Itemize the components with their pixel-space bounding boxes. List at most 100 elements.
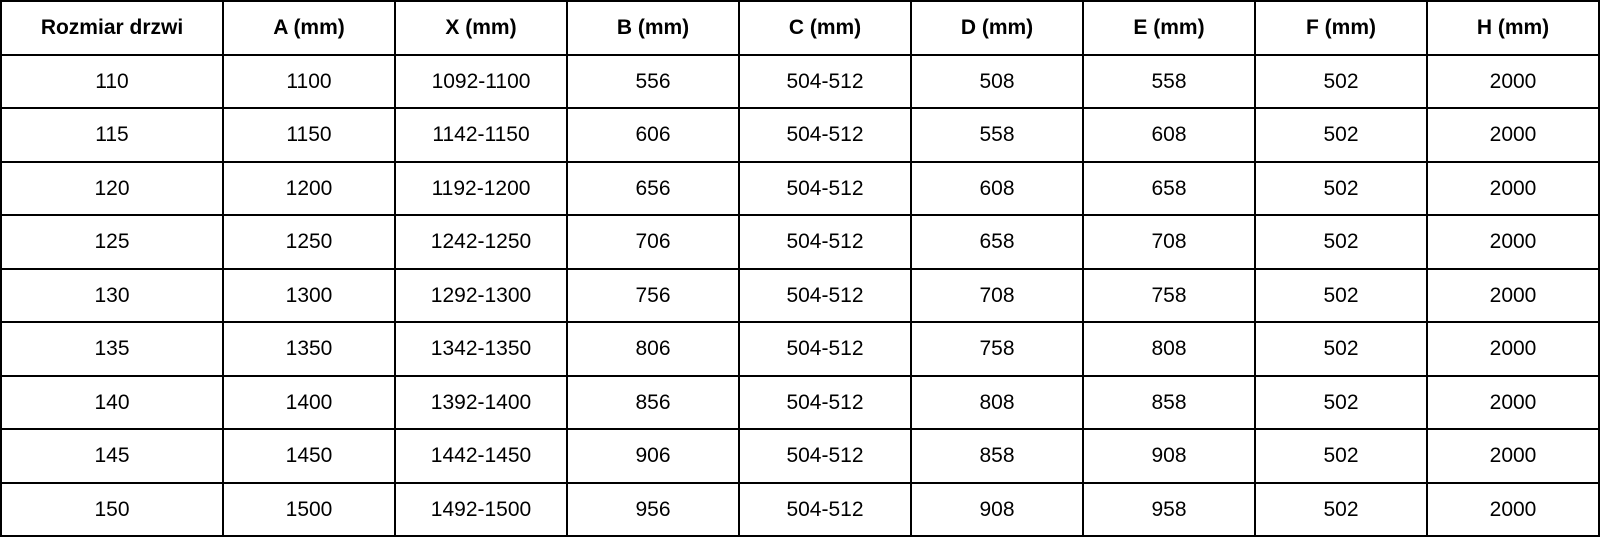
table-cell: 504-512 bbox=[738, 321, 912, 377]
table-cell: 658 bbox=[1082, 160, 1256, 216]
table-cell: 1242-1250 bbox=[394, 214, 568, 270]
table-cell: 504-512 bbox=[738, 214, 912, 270]
table-row: 115 1150 1142-1150 606 504-512 558 608 502 2000 bbox=[0, 107, 1600, 163]
table-cell: 858 bbox=[910, 428, 1084, 484]
table-cell: 608 bbox=[1082, 107, 1256, 163]
table-row: 120 1200 1192-1200 656 504-512 608 658 502 2000 bbox=[0, 160, 1600, 216]
table-cell: 2000 bbox=[1426, 481, 1600, 537]
table-cell: 125 bbox=[0, 214, 224, 270]
table-cell: 1292-1300 bbox=[394, 267, 568, 323]
table-cell: 502 bbox=[1254, 267, 1428, 323]
table-cell: 504-512 bbox=[738, 53, 912, 109]
table-cell: 2000 bbox=[1426, 321, 1600, 377]
column-header: A (mm) bbox=[222, 0, 396, 56]
column-header: C (mm) bbox=[738, 0, 912, 56]
table-cell: 806 bbox=[566, 321, 740, 377]
table-cell: 1200 bbox=[222, 160, 396, 216]
table-cell: 658 bbox=[910, 214, 1084, 270]
table-cell: 2000 bbox=[1426, 160, 1600, 216]
table-cell: 1500 bbox=[222, 481, 396, 537]
table-cell: 508 bbox=[910, 53, 1084, 109]
table-cell: 1400 bbox=[222, 374, 396, 430]
table-cell: 1450 bbox=[222, 428, 396, 484]
table-cell: 502 bbox=[1254, 374, 1428, 430]
table-row: 150 1500 1492-1500 956 504-512 908 958 502 2000 bbox=[0, 481, 1600, 537]
table-row: 110 1100 1092-1100 556 504-512 508 558 502 2000 bbox=[0, 53, 1600, 109]
column-header: X (mm) bbox=[394, 0, 568, 56]
table-cell: 502 bbox=[1254, 214, 1428, 270]
table-cell: 556 bbox=[566, 53, 740, 109]
table-cell: 708 bbox=[1082, 214, 1256, 270]
table-cell: 2000 bbox=[1426, 374, 1600, 430]
table-cell: 858 bbox=[1082, 374, 1256, 430]
table-cell: 758 bbox=[910, 321, 1084, 377]
table-cell: 608 bbox=[910, 160, 1084, 216]
table-cell: 1100 bbox=[222, 53, 396, 109]
column-header: E (mm) bbox=[1082, 0, 1256, 56]
table-cell: 115 bbox=[0, 107, 224, 163]
table-cell: 1492-1500 bbox=[394, 481, 568, 537]
column-header: B (mm) bbox=[566, 0, 740, 56]
table-cell: 2000 bbox=[1426, 267, 1600, 323]
table-cell: 502 bbox=[1254, 160, 1428, 216]
table-cell: 502 bbox=[1254, 428, 1428, 484]
table-cell: 656 bbox=[566, 160, 740, 216]
table-cell: 956 bbox=[566, 481, 740, 537]
table-cell: 808 bbox=[910, 374, 1084, 430]
table-cell: 558 bbox=[910, 107, 1084, 163]
table-cell: 150 bbox=[0, 481, 224, 537]
table-cell: 504-512 bbox=[738, 107, 912, 163]
table-cell: 135 bbox=[0, 321, 224, 377]
table-cell: 120 bbox=[0, 160, 224, 216]
table-cell: 1142-1150 bbox=[394, 107, 568, 163]
table-cell: 758 bbox=[1082, 267, 1256, 323]
table-cell: 906 bbox=[566, 428, 740, 484]
header-row: Rozmiar drzwi A (mm) X (mm) B (mm) C (mm) D (… bbox=[0, 0, 1600, 56]
table-cell: 504-512 bbox=[738, 374, 912, 430]
table-cell: 756 bbox=[566, 267, 740, 323]
table-row: 130 1300 1292-1300 756 504-512 708 758 502 2000 bbox=[0, 267, 1600, 323]
table-cell: 1092-1100 bbox=[394, 53, 568, 109]
table-body: 110 1100 1092-1100 556 504-512 508 558 502 2000 1… bbox=[0, 53, 1600, 537]
table-cell: 908 bbox=[910, 481, 1084, 537]
table-row: 125 1250 1242-1250 706 504-512 658 708 502 2000 bbox=[0, 214, 1600, 270]
table-cell: 145 bbox=[0, 428, 224, 484]
table-cell: 2000 bbox=[1426, 428, 1600, 484]
table-cell: 130 bbox=[0, 267, 224, 323]
table-cell: 706 bbox=[566, 214, 740, 270]
table-cell: 504-512 bbox=[738, 481, 912, 537]
table-cell: 2000 bbox=[1426, 107, 1600, 163]
table-cell: 908 bbox=[1082, 428, 1256, 484]
table-cell: 808 bbox=[1082, 321, 1256, 377]
table-cell: 1192-1200 bbox=[394, 160, 568, 216]
table-cell: 1442-1450 bbox=[394, 428, 568, 484]
table-cell: 1150 bbox=[222, 107, 396, 163]
table-cell: 1342-1350 bbox=[394, 321, 568, 377]
table-row: 135 1350 1342-1350 806 504-512 758 808 502 2000 bbox=[0, 321, 1600, 377]
table-cell: 504-512 bbox=[738, 428, 912, 484]
column-header: H (mm) bbox=[1426, 0, 1600, 56]
table-row: 145 1450 1442-1450 906 504-512 858 908 502 2000 bbox=[0, 428, 1600, 484]
table-cell: 2000 bbox=[1426, 214, 1600, 270]
column-header: F (mm) bbox=[1254, 0, 1428, 56]
table-cell: 1300 bbox=[222, 267, 396, 323]
table-cell: 856 bbox=[566, 374, 740, 430]
table-cell: 1392-1400 bbox=[394, 374, 568, 430]
table-cell: 504-512 bbox=[738, 267, 912, 323]
table-cell: 1250 bbox=[222, 214, 396, 270]
table-cell: 110 bbox=[0, 53, 224, 109]
table-cell: 140 bbox=[0, 374, 224, 430]
table-cell: 502 bbox=[1254, 53, 1428, 109]
table-cell: 502 bbox=[1254, 481, 1428, 537]
table-cell: 958 bbox=[1082, 481, 1256, 537]
column-header: D (mm) bbox=[910, 0, 1084, 56]
table-cell: 558 bbox=[1082, 53, 1256, 109]
table-row: 140 1400 1392-1400 856 504-512 808 858 502 2000 bbox=[0, 374, 1600, 430]
table-cell: 504-512 bbox=[738, 160, 912, 216]
table-cell: 606 bbox=[566, 107, 740, 163]
table-cell: 2000 bbox=[1426, 53, 1600, 109]
table-cell: 1350 bbox=[222, 321, 396, 377]
table-cell: 502 bbox=[1254, 321, 1428, 377]
table-cell: 502 bbox=[1254, 107, 1428, 163]
